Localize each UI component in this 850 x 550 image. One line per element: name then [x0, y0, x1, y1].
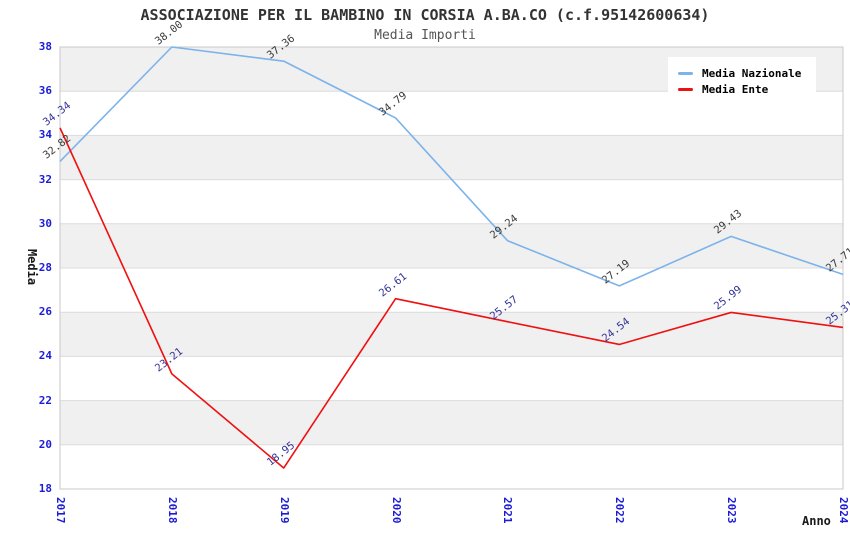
y-tick-label: 30	[38, 216, 52, 230]
x-tick-label: 2024	[837, 497, 850, 524]
x-tick-label: 2021	[501, 497, 515, 524]
chart-title: ASSOCIAZIONE PER IL BAMBINO IN CORSIA A.…	[140, 6, 710, 24]
legend-label: Media Nazionale	[702, 67, 802, 80]
y-axis-title: Media	[25, 248, 39, 286]
y-tick-label: 28	[38, 261, 52, 274]
x-axis-title: Anno	[802, 514, 831, 528]
legend-label: Media Ente	[702, 83, 769, 96]
x-tick-label: 2020	[389, 497, 403, 524]
y-tick-label: 32	[38, 172, 52, 186]
x-tick-label: 2018	[165, 497, 179, 524]
y-tick-label: 24	[38, 349, 52, 363]
y-tick-label: 26	[38, 305, 52, 319]
x-tick-label: 2017	[54, 497, 67, 524]
legend-swatch-red-line-icon	[678, 88, 693, 91]
legend-swatch-blue-line-icon	[678, 72, 693, 75]
x-tick-label: 2022	[613, 497, 627, 524]
y-tick-label: 38	[38, 40, 52, 53]
chart-subtitle: Media Importi	[374, 28, 476, 43]
x-tick-label: 2019	[277, 497, 291, 524]
legend-item-media-nazionale: Media Nazionale	[678, 67, 808, 80]
y-tick-label: 22	[38, 393, 52, 407]
x-tick-label: 2023	[725, 497, 739, 524]
legend-item-media-ente: Media Ente	[678, 83, 808, 96]
y-tick-label: 18	[38, 482, 52, 495]
y-tick-label: 34	[38, 128, 52, 142]
y-tick-label: 20	[38, 437, 52, 451]
y-tick-label: 36	[38, 84, 52, 98]
legend: Media Nazionale Media Ente	[668, 57, 816, 106]
